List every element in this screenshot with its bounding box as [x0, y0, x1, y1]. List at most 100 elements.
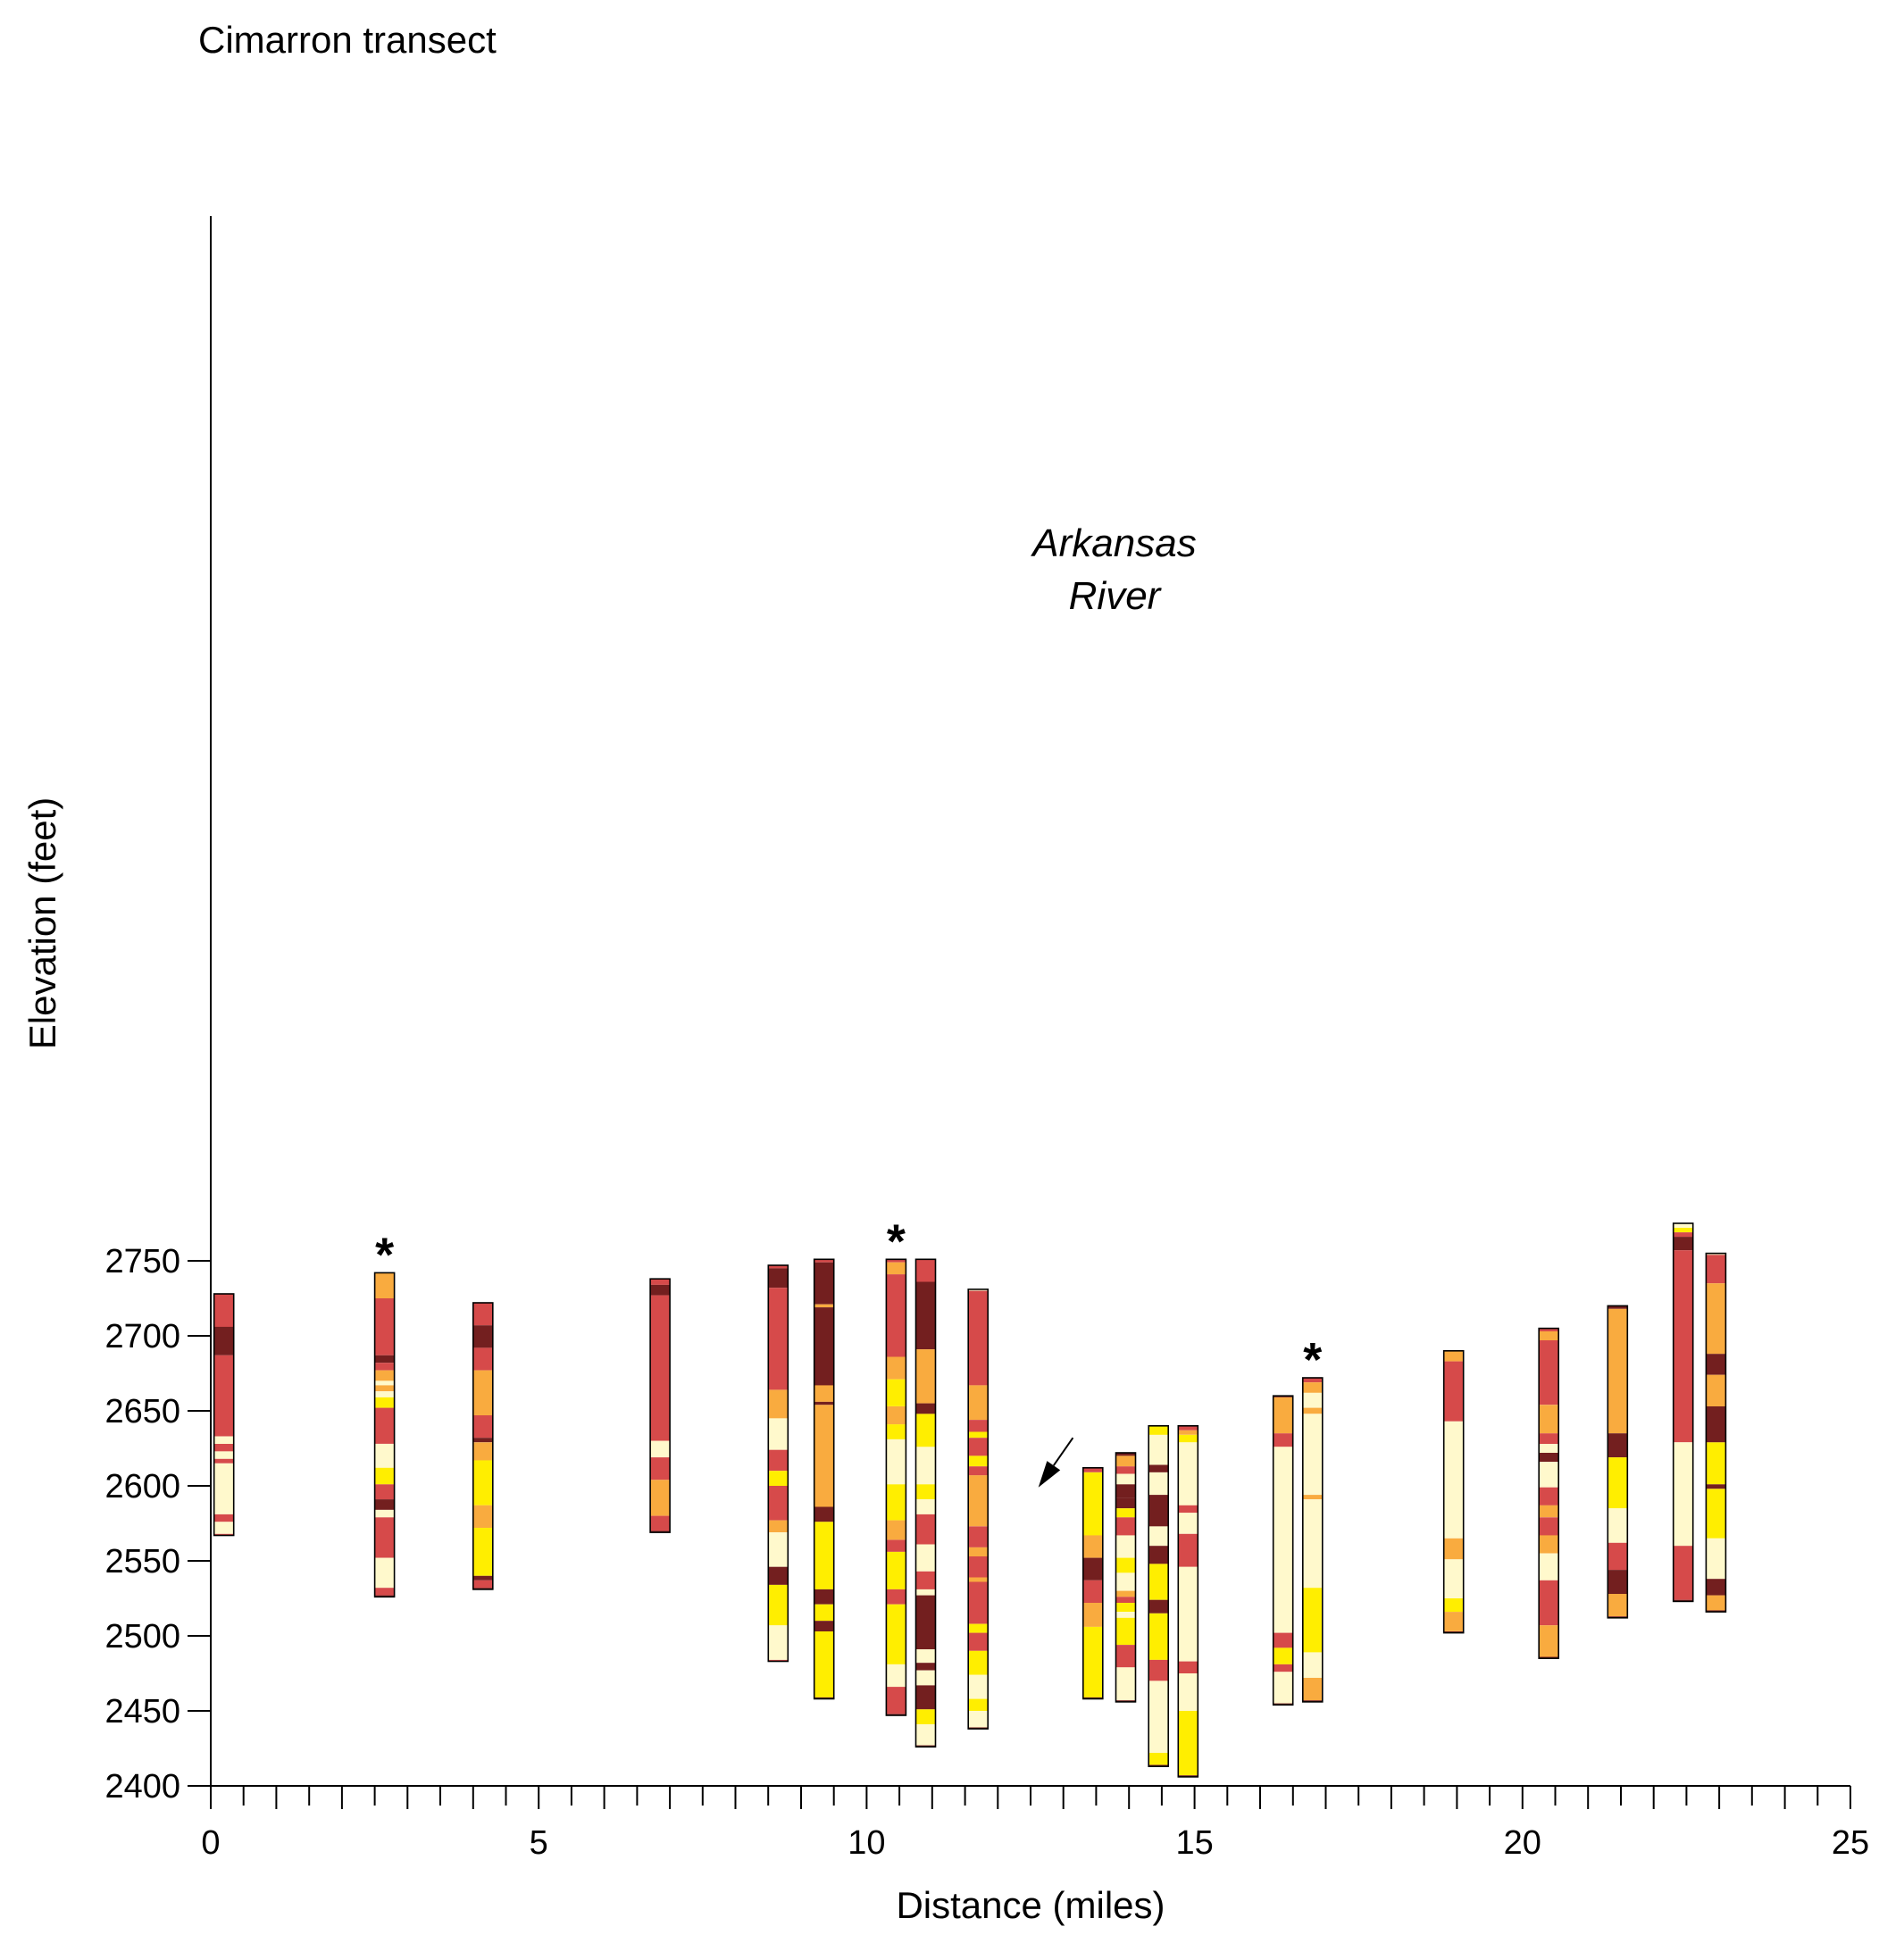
well-segment	[1443, 1612, 1464, 1631]
well-segment	[374, 1363, 395, 1371]
well-segment	[814, 1385, 834, 1402]
well-outline	[1115, 1452, 1137, 1703]
well-segment	[1302, 1414, 1323, 1496]
well-segment	[1273, 1447, 1293, 1633]
well-outline	[914, 1258, 937, 1748]
well-segment	[1273, 1703, 1293, 1706]
well-segment	[814, 1307, 834, 1386]
well-segment	[1115, 1645, 1136, 1668]
well-segment	[915, 1544, 936, 1572]
well-segment	[768, 1520, 789, 1532]
well-segment	[915, 1484, 936, 1500]
star-marker: *	[375, 1228, 394, 1281]
well-column	[649, 1278, 671, 1533]
well-segment	[768, 1268, 789, 1289]
well-segment	[374, 1397, 395, 1408]
well-segment	[768, 1625, 789, 1660]
well-segment	[1115, 1612, 1136, 1618]
well-segment	[814, 1631, 834, 1697]
annotation-river: River	[1069, 574, 1163, 618]
well-outline	[472, 1302, 494, 1590]
well-segment	[1706, 1595, 1726, 1611]
well-segment	[768, 1532, 789, 1567]
well-column	[213, 1293, 235, 1537]
well-segment	[768, 1566, 789, 1585]
well-segment	[768, 1418, 789, 1450]
well-segment	[1539, 1331, 1559, 1341]
well-segment	[768, 1449, 789, 1472]
well-outline	[1705, 1252, 1727, 1613]
well-segment	[1273, 1664, 1293, 1672]
well-segment	[1443, 1421, 1464, 1539]
well-segment	[915, 1514, 936, 1545]
well-segment	[1082, 1472, 1103, 1536]
well-outline	[1672, 1222, 1694, 1603]
well-segment	[968, 1438, 989, 1456]
y-tick-label: 2750	[104, 1243, 180, 1280]
y-tick-label: 2650	[104, 1393, 180, 1430]
chart-title: Cimarron transect	[198, 19, 497, 61]
well-segment	[1539, 1505, 1559, 1518]
well-segment	[1539, 1517, 1559, 1536]
well-segment	[1148, 1564, 1169, 1600]
well-segment	[650, 1480, 671, 1516]
well-segment	[915, 1447, 936, 1485]
well-segment	[1539, 1487, 1559, 1505]
well-segment	[1706, 1255, 1726, 1284]
x-axis-title: Distance (miles)	[896, 1884, 1165, 1926]
well-segment	[213, 1326, 234, 1355]
well-segment	[1148, 1613, 1169, 1660]
well-segment	[1178, 1513, 1198, 1534]
well-outline	[1177, 1425, 1199, 1778]
well-segment	[472, 1575, 493, 1581]
well-segment	[1115, 1508, 1136, 1518]
well-segment	[1706, 1406, 1726, 1443]
well-segment	[1273, 1647, 1293, 1664]
well-segment	[650, 1457, 671, 1480]
well-segment	[768, 1389, 789, 1419]
well-segment	[1539, 1656, 1559, 1659]
well-segment	[1082, 1467, 1103, 1472]
well-column	[914, 1258, 937, 1748]
well-segment	[650, 1295, 671, 1441]
well-segment	[1673, 1599, 1693, 1602]
well-segment	[1082, 1557, 1103, 1581]
well-segment	[1443, 1361, 1464, 1422]
well-segment	[1539, 1453, 1559, 1463]
well-segment	[1148, 1599, 1169, 1614]
well-segment	[886, 1274, 906, 1357]
well-segment	[968, 1290, 989, 1386]
ticks-layer: 0 5 10 15 20 25 2400 2450 2500 2550 2600 2650 2700 27…	[104, 1243, 1869, 1862]
well-segment	[472, 1370, 493, 1415]
well-segment	[915, 1589, 936, 1596]
well-segment	[915, 1281, 936, 1350]
well-segment	[1115, 1700, 1136, 1702]
well-segment	[1148, 1546, 1169, 1564]
well-segment	[915, 1595, 936, 1650]
well-column	[373, 1272, 396, 1598]
axes-layer	[210, 216, 1850, 1787]
well-segment	[213, 1514, 234, 1522]
well-segment	[768, 1471, 789, 1486]
well-segment	[1608, 1542, 1628, 1570]
well-segment	[1608, 1508, 1628, 1543]
well-segment	[1148, 1764, 1169, 1767]
well-segment	[213, 1451, 234, 1459]
well-segment	[1115, 1590, 1136, 1597]
well-segment	[968, 1623, 989, 1633]
well-segment	[650, 1279, 671, 1285]
well-segment	[1706, 1253, 1726, 1255]
well-segment	[374, 1444, 395, 1468]
well-segment	[1115, 1517, 1136, 1536]
x-tick-label: 0	[201, 1824, 220, 1862]
well-segment	[1706, 1538, 1726, 1580]
well-segment	[1706, 1442, 1726, 1485]
well-segment	[1673, 1442, 1693, 1547]
well-segment	[1302, 1678, 1323, 1701]
well-segment	[1443, 1350, 1464, 1362]
well-segment	[374, 1588, 395, 1596]
well-segment	[968, 1420, 989, 1432]
well-segment	[886, 1551, 906, 1589]
well-segment	[1148, 1659, 1169, 1681]
